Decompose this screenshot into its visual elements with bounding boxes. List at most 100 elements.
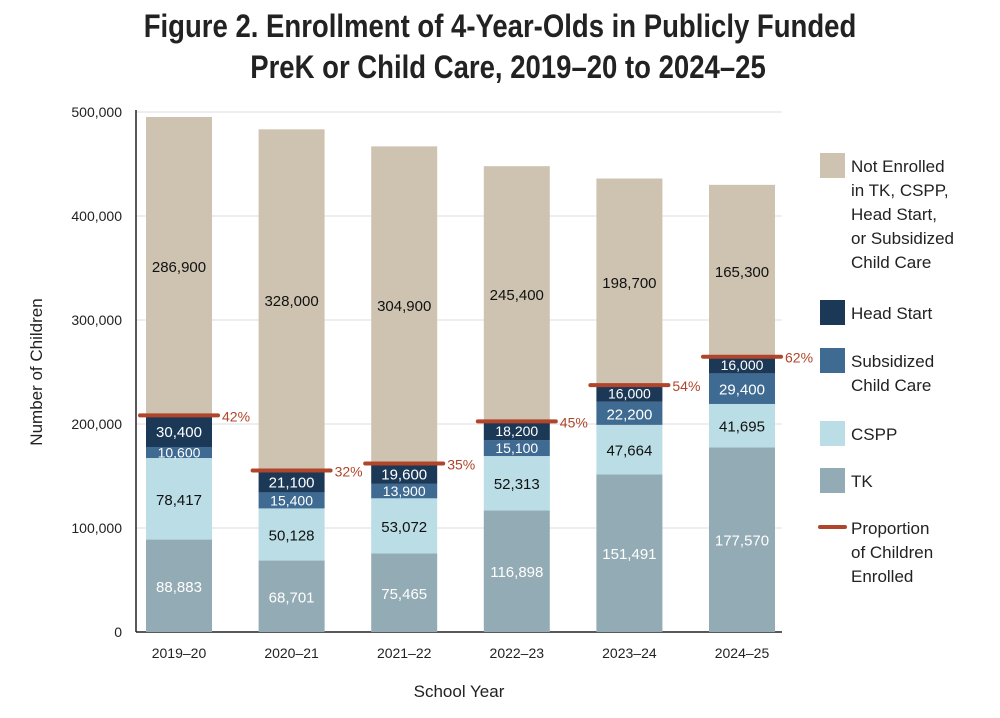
data-label: 177,570 bbox=[715, 533, 769, 550]
data-label: 198,700 bbox=[602, 275, 656, 292]
data-label: 75,465 bbox=[381, 586, 427, 603]
data-label: 47,664 bbox=[606, 443, 652, 460]
bar-segment-cspp bbox=[483, 456, 550, 511]
y-tick-label: 100,000 bbox=[71, 520, 122, 536]
y-tick-label: 500,000 bbox=[71, 104, 122, 120]
legend-label: Subsidized bbox=[851, 352, 934, 371]
bar-segment-tk bbox=[258, 560, 325, 632]
y-tick-label: 400,000 bbox=[71, 208, 122, 224]
bar-segment-subsidized bbox=[146, 446, 212, 459]
bar-segment-head bbox=[371, 463, 438, 484]
bar-segment-not bbox=[709, 184, 775, 357]
data-label: 116,898 bbox=[490, 564, 543, 581]
bar-segment-head bbox=[258, 470, 325, 493]
bar-segment-subsidized bbox=[709, 373, 775, 404]
x-axis-title: School Year bbox=[414, 682, 505, 701]
bar-segment-subsidized bbox=[371, 483, 438, 499]
x-tick-label: 2022–23 bbox=[490, 645, 545, 661]
data-label: 21,100 bbox=[269, 474, 315, 491]
proportion-label: 54% bbox=[672, 378, 700, 394]
legend-label: of Children bbox=[851, 543, 933, 562]
data-label: 22,200 bbox=[606, 406, 652, 423]
bar-segment-cspp bbox=[258, 508, 325, 561]
data-label: 245,400 bbox=[490, 287, 544, 304]
bar-segment-head bbox=[709, 356, 775, 374]
bar-segment-not bbox=[596, 178, 663, 386]
bar-segment-subsidized bbox=[258, 492, 325, 509]
x-tick-label: 2020–21 bbox=[264, 645, 319, 661]
bar-segment-cspp bbox=[596, 424, 663, 475]
bar-segment-head bbox=[596, 385, 663, 402]
bar-segment-cspp bbox=[371, 498, 438, 554]
proportion-label: 62% bbox=[785, 350, 813, 366]
x-tick-label: 2021–22 bbox=[377, 645, 432, 661]
legend-swatch bbox=[820, 153, 845, 178]
data-label: 15,100 bbox=[495, 440, 538, 456]
data-label: 10,600 bbox=[158, 444, 201, 460]
bar-segment-subsidized bbox=[483, 440, 550, 457]
bar-segment-tk bbox=[483, 510, 550, 632]
proportion-label: 45% bbox=[560, 414, 588, 430]
bar-segment-tk bbox=[596, 474, 663, 632]
legend-label: in TK, CSPP, bbox=[851, 181, 949, 200]
legend-label: Not Enrolled bbox=[851, 157, 945, 176]
bar-segment-cspp bbox=[709, 403, 775, 448]
bar-segment-cspp bbox=[146, 458, 212, 540]
data-label: 165,300 bbox=[715, 264, 769, 281]
chart-title-line-2: PreK or Child Care, 2019–20 to 2024–25 bbox=[250, 49, 766, 85]
data-label: 78,417 bbox=[156, 492, 202, 509]
y-axis-title: Number of Children bbox=[27, 298, 46, 445]
bar-segment-head bbox=[483, 421, 550, 441]
data-label: 286,900 bbox=[152, 259, 206, 276]
data-label: 19,600 bbox=[381, 467, 427, 484]
data-label: 15,400 bbox=[270, 492, 313, 508]
data-label: 13,900 bbox=[383, 483, 426, 499]
data-label: 16,000 bbox=[608, 385, 651, 401]
legend-label: Child Care bbox=[851, 253, 931, 272]
chart-title-line-1: Figure 2. Enrollment of 4-Year-Olds in P… bbox=[143, 8, 857, 44]
data-label: 16,000 bbox=[721, 357, 764, 373]
bar-segment-tk bbox=[371, 553, 438, 632]
legend-label: Enrolled bbox=[851, 567, 913, 586]
bar-segment-not bbox=[371, 146, 438, 464]
legend-label: Proportion bbox=[851, 519, 929, 538]
bar-segment-not bbox=[146, 116, 212, 416]
data-label: 30,400 bbox=[156, 424, 202, 441]
legend-swatch bbox=[820, 421, 845, 446]
data-label: 41,695 bbox=[719, 419, 765, 436]
data-label: 68,701 bbox=[269, 589, 315, 606]
bar-segment-not bbox=[258, 129, 325, 471]
data-label: 53,072 bbox=[381, 519, 427, 536]
data-label: 52,313 bbox=[494, 476, 540, 493]
legend-label: Head Start bbox=[851, 304, 933, 323]
data-label: 328,000 bbox=[264, 293, 318, 310]
bar-segment-head bbox=[146, 415, 212, 447]
data-label: 18,200 bbox=[495, 423, 538, 439]
x-tick-label: 2019–20 bbox=[152, 645, 207, 661]
data-label: 50,128 bbox=[269, 527, 315, 544]
proportion-label: 42% bbox=[222, 408, 250, 424]
legend-label: TK bbox=[851, 472, 873, 491]
bar-segment-not bbox=[483, 166, 550, 422]
proportion-label: 35% bbox=[447, 456, 475, 472]
data-label: 304,900 bbox=[377, 298, 431, 315]
bar-segment-tk bbox=[146, 539, 212, 632]
bar-segment-tk bbox=[709, 447, 775, 632]
legend-label: CSPP bbox=[851, 425, 897, 444]
bar-segment-subsidized bbox=[596, 401, 663, 425]
y-tick-label: 300,000 bbox=[71, 312, 122, 328]
data-label: 151,491 bbox=[602, 546, 656, 563]
data-label: 29,400 bbox=[719, 382, 765, 399]
x-tick-label: 2023–24 bbox=[602, 645, 657, 661]
legend-swatch bbox=[820, 300, 845, 325]
legend-label: Child Care bbox=[851, 376, 931, 395]
data-label: 88,883 bbox=[156, 579, 202, 596]
legend-label: or Subsidized bbox=[851, 229, 954, 248]
y-tick-label: 200,000 bbox=[71, 416, 122, 432]
legend-swatch bbox=[820, 468, 845, 493]
x-tick-label: 2024–25 bbox=[715, 645, 770, 661]
y-tick-label: 0 bbox=[114, 624, 122, 640]
proportion-label: 32% bbox=[335, 463, 363, 479]
legend-swatch bbox=[820, 348, 845, 373]
